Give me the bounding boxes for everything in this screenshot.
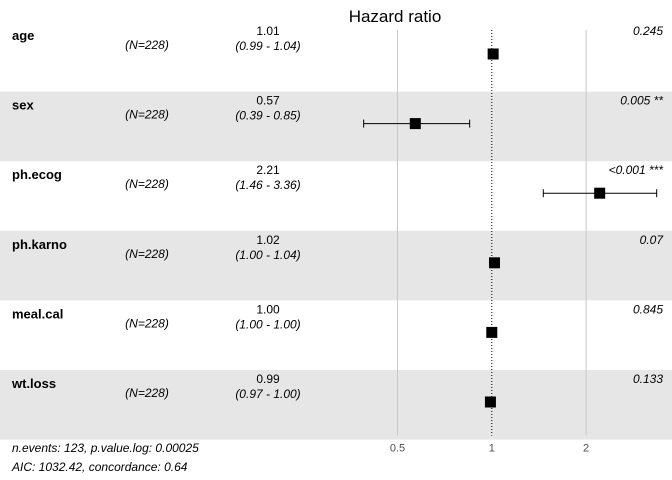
ci-value-sex: (0.39 - 0.85) [235, 109, 300, 123]
variable-label-age: age [12, 28, 34, 43]
n-label-wt.loss: (N=228) [125, 386, 169, 400]
grid-lines [396, 30, 587, 436]
row-labels: age (N=228) 1.01(0.99 - 1.04) 0.245 sex (N=22… [11, 24, 664, 401]
p-value-ph.karno: 0.07 [640, 233, 665, 247]
tick-label-1: 1 [489, 443, 495, 455]
chart-title: Hazard ratio [349, 7, 442, 26]
point-ph.karno [488, 257, 500, 269]
footer-line-1: n.events: 123, p.value.log: 0.00025 [12, 441, 199, 455]
point-age [487, 48, 499, 60]
n-label-ph.ecog: (N=228) [125, 177, 169, 191]
variable-label-wt.loss: wt.loss [11, 376, 56, 391]
point-wt.loss [484, 396, 496, 408]
point-ph.ecog [594, 187, 606, 199]
tick-label-2: 2 [583, 443, 589, 455]
p-value-wt.loss: 0.133 [633, 372, 663, 386]
n-label-meal.cal: (N=228) [125, 316, 169, 330]
ci-value-wt.loss: (0.97 - 1.00) [235, 387, 300, 401]
hr-value-ph.karno: 1.02 [256, 233, 280, 247]
n-label-ph.karno: (N=228) [125, 247, 169, 261]
point-meal.cal [486, 326, 498, 338]
row-band-sex [0, 91, 672, 162]
point-sex [409, 118, 421, 130]
p-value-ph.ecog: <0.001 *** [609, 163, 664, 177]
ci-value-ph.ecog: (1.46 - 3.36) [235, 178, 300, 192]
p-value-sex: 0.005 ** [620, 94, 663, 108]
hr-value-wt.loss: 0.99 [256, 372, 280, 386]
hazard-ratio-points [409, 48, 606, 408]
tick-label-0.5: 0.5 [390, 443, 405, 455]
x-axis-ticks: 0.5 1 2 [390, 443, 589, 455]
hr-value-ph.ecog: 2.21 [256, 163, 280, 177]
n-label-sex: (N=228) [125, 108, 169, 122]
row-band-wt.loss [0, 370, 672, 440]
variable-label-ph.karno: ph.karno [12, 237, 67, 252]
hr-value-meal.cal: 1.00 [256, 302, 280, 316]
n-label-age: (N=228) [125, 38, 169, 52]
footer-line-2: AIC: 1032.42, concordance: 0.64 [11, 460, 188, 474]
p-value-meal.cal: 0.845 [633, 302, 663, 316]
variable-label-meal.cal: meal.cal [12, 306, 63, 321]
hr-value-sex: 0.57 [256, 94, 280, 108]
row-band-ph.karno [0, 230, 672, 301]
variable-label-sex: sex [12, 98, 34, 113]
hr-value-age: 1.01 [256, 24, 280, 38]
p-value-age: 0.245 [633, 24, 663, 38]
ci-value-ph.karno: (1.00 - 1.04) [235, 248, 300, 262]
row-bands [0, 91, 672, 440]
ci-value-age: (0.99 - 1.04) [235, 39, 300, 53]
ci-value-meal.cal: (1.00 - 1.00) [235, 317, 300, 331]
variable-label-ph.ecog: ph.ecog [12, 167, 62, 182]
